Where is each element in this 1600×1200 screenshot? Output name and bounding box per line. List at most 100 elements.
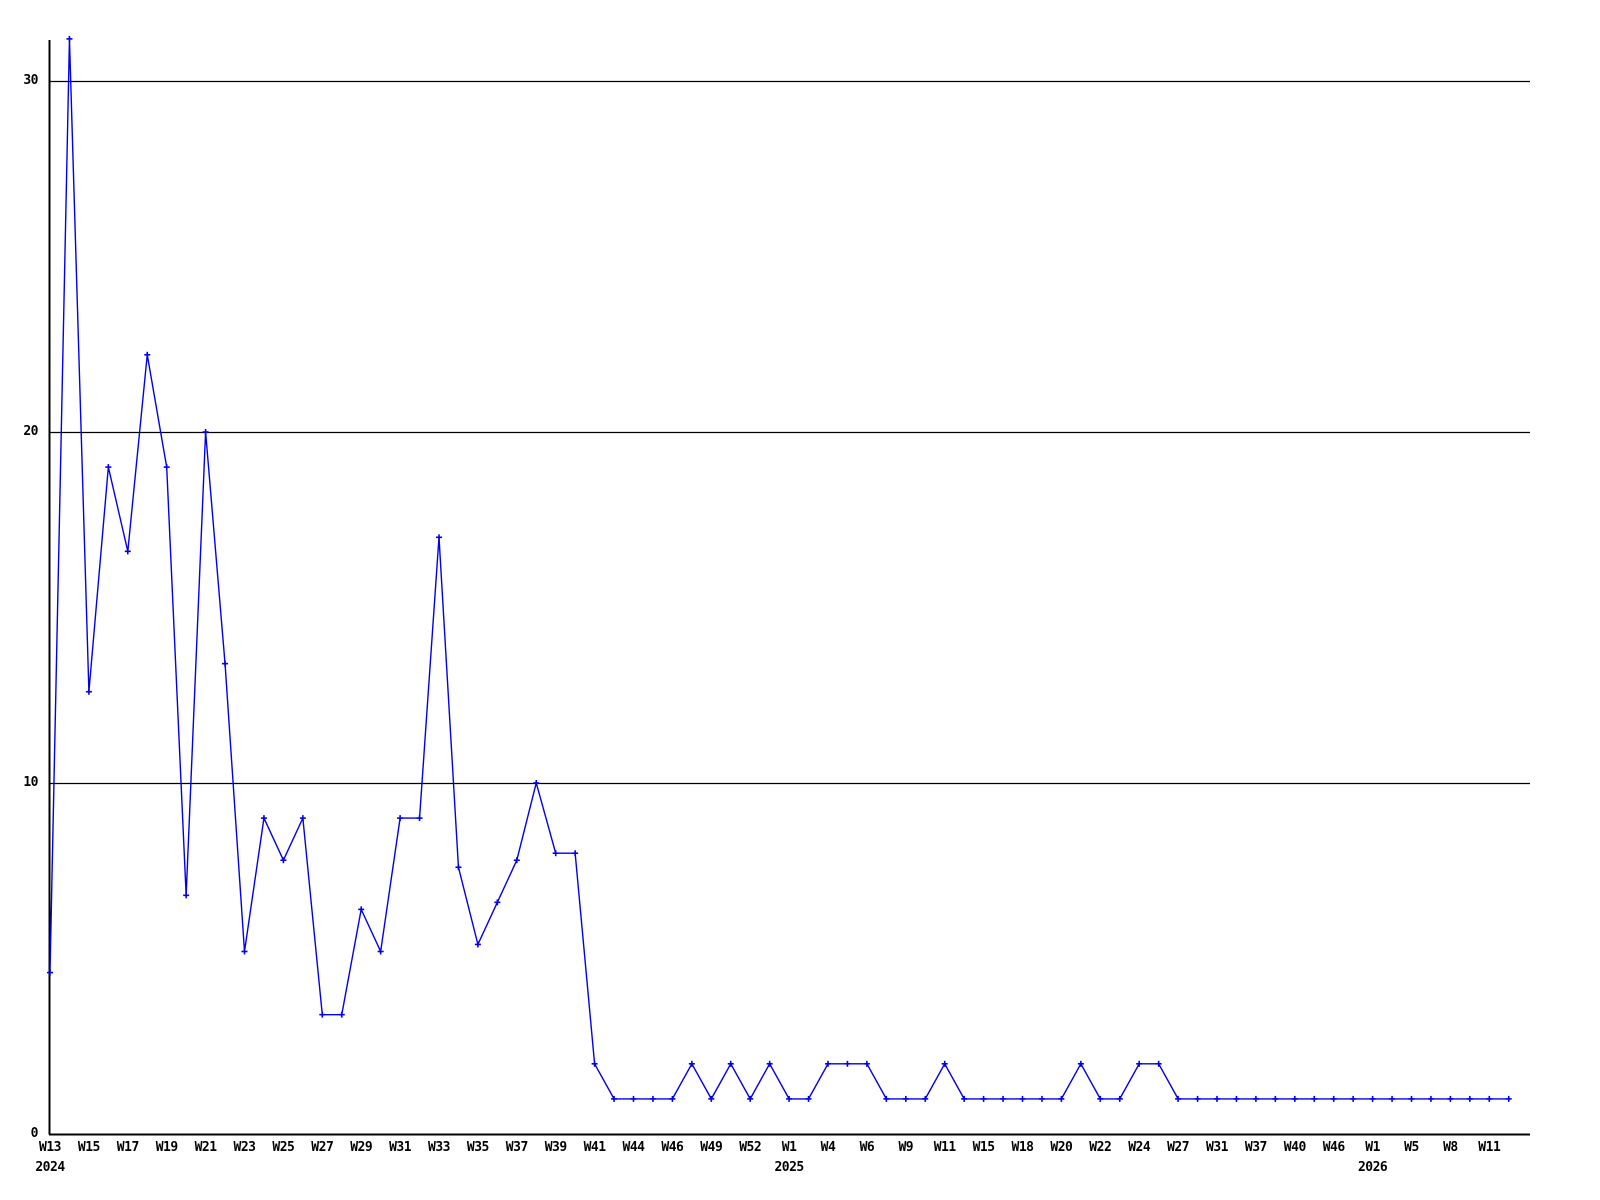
data-point [863,1060,870,1067]
data-point [1252,1095,1259,1102]
data-point [1116,1095,1123,1102]
data-point [630,1095,637,1102]
x-tick-label: W46 [1322,1140,1345,1155]
data-point [105,464,112,471]
data-point [280,857,287,864]
data-point [747,1095,754,1102]
data-point [766,1060,773,1067]
data-point [786,1095,793,1102]
x-tick-label: W24 [1128,1140,1151,1155]
data-point [1505,1095,1512,1102]
x-tick-label: W11 [933,1140,956,1155]
data-point [163,464,170,471]
x-year-label: 2025 [774,1160,804,1175]
data-point [1077,1060,1084,1067]
data-point [1214,1095,1220,1102]
x-tick-label: W31 [389,1140,412,1155]
x-tick-label: W49 [700,1140,723,1155]
data-point [708,1095,715,1102]
data-point [416,815,423,822]
data-point [455,864,462,871]
data-point [1369,1095,1376,1102]
data-point [144,351,151,358]
x-tick-label: W6 [859,1140,875,1155]
data-point [1058,1095,1065,1102]
axis-lines [48,40,1530,1136]
data-point [1447,1095,1454,1102]
y-tick-label-0: 0 [30,1126,39,1141]
data-point [980,1095,987,1102]
x-tick-label: W21 [194,1140,217,1155]
x-tick-label: W41 [583,1140,606,1155]
x-tick-label: W52 [739,1140,762,1155]
data-point [1019,1095,1026,1102]
data-point [1408,1095,1415,1102]
x-tick-label: W39 [544,1140,567,1155]
x-tick-label: W9 [898,1140,914,1155]
data-point [66,35,73,42]
x-tick-label: W33 [428,1140,450,1155]
data-point [961,1095,968,1102]
x-tick-label: W27 [311,1140,334,1155]
data-point [260,815,267,822]
data-point [1389,1095,1396,1102]
data-point [1038,1095,1045,1102]
data-point [1311,1095,1318,1102]
x-tick-label: W40 [1283,1140,1306,1155]
data-point [1272,1095,1279,1102]
data-point [397,815,404,822]
x-tick-label: W29 [350,1140,373,1155]
data-point [1486,1095,1493,1102]
data-point [1136,1060,1143,1067]
y-tick-label-20: 20 [23,424,38,439]
data-point [669,1095,676,1102]
x-tick-label: W25 [272,1140,295,1155]
data-point [533,780,540,786]
data-point [844,1060,851,1067]
data-point [358,906,365,913]
data-point [47,969,53,976]
data-point [319,1011,326,1018]
data-point [1233,1095,1240,1102]
data-point [1466,1095,1473,1102]
x-tick-label: W18 [1011,1140,1034,1155]
x-tick-label: W17 [116,1140,139,1155]
data-point [1155,1060,1162,1067]
data-point [85,688,92,695]
data-point [1175,1095,1182,1102]
x-tick-label: W13 [39,1140,61,1155]
data-point [1194,1095,1201,1102]
x-tick-label: W22 [1089,1140,1112,1155]
x-tick-label: W15 [77,1140,100,1155]
x-tick-label: W1 [781,1140,797,1155]
x-tick-label: W19 [155,1140,178,1155]
data-point [338,1011,345,1018]
data-point [222,660,229,667]
data-point [883,1095,890,1102]
x-tick-label: W23 [233,1140,256,1155]
y-tick-label-30: 30 [23,73,38,88]
data-point [494,899,501,906]
data-point [1330,1095,1337,1102]
y-tick-label-10: 10 [23,775,38,790]
data-point [941,1060,948,1067]
x-tick-label: W44 [622,1140,645,1155]
data-point [1291,1095,1298,1102]
data-point [688,1060,695,1067]
data-point [552,850,559,857]
series-markers [47,35,1512,1102]
x-tick-label: W11 [1478,1140,1501,1155]
x-tick-label: W35 [466,1140,489,1155]
x-tick-label: W20 [1050,1140,1073,1155]
data-point [377,948,384,955]
gridlines [50,80,1530,785]
x-tick-label: W5 [1404,1140,1419,1155]
data-point [572,850,579,857]
data-point [591,1060,598,1067]
x-year-label: 2024 [35,1160,65,1175]
data-point [1350,1095,1357,1102]
data-point [474,941,481,948]
data-point [727,1060,734,1067]
